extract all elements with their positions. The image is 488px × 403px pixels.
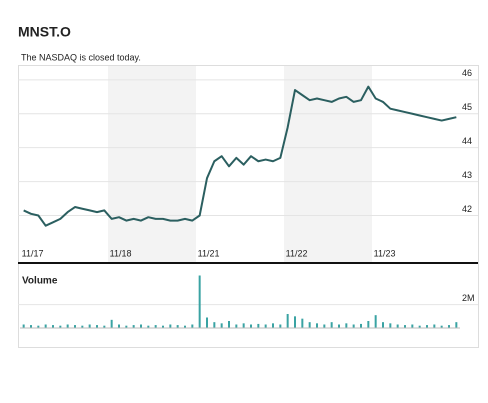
volume-bar bbox=[37, 325, 40, 328]
volume-bar bbox=[404, 325, 406, 328]
volume-bar bbox=[396, 324, 399, 328]
volume-bar bbox=[213, 322, 216, 328]
volume-bar bbox=[352, 324, 355, 328]
x-tick-label: 11/18 bbox=[110, 248, 132, 258]
volume-bar bbox=[52, 325, 54, 328]
volume-bar bbox=[96, 325, 98, 328]
volume-bar bbox=[228, 321, 230, 328]
volume-bar bbox=[103, 325, 106, 328]
x-tick-label: 11/21 bbox=[198, 248, 220, 258]
volume-bar bbox=[81, 325, 84, 328]
volume-bar bbox=[455, 322, 458, 328]
y-tick-label: 44 bbox=[462, 136, 472, 146]
volume-bar bbox=[250, 324, 252, 328]
volume-bar bbox=[264, 324, 267, 328]
volume-bar bbox=[338, 324, 340, 328]
volume-bar bbox=[411, 324, 414, 328]
volume-bar bbox=[440, 325, 443, 328]
day-band bbox=[108, 66, 196, 262]
volume-bar bbox=[279, 324, 282, 328]
x-tick-label: 11/17 bbox=[22, 248, 44, 258]
volume-bar bbox=[242, 323, 245, 328]
volume-bar bbox=[140, 324, 142, 328]
volume-bar bbox=[184, 325, 186, 328]
volume-bar bbox=[66, 324, 69, 328]
volume-bar bbox=[59, 325, 62, 328]
volume-bar bbox=[169, 324, 172, 328]
y-tick-label: 2M bbox=[462, 293, 475, 303]
y-tick-label: 46 bbox=[462, 68, 472, 78]
volume-title: Volume bbox=[22, 276, 58, 287]
x-tick-label: 11/23 bbox=[374, 248, 396, 258]
ticker-title: MNST.O bbox=[18, 24, 71, 40]
volume-bar bbox=[389, 323, 392, 328]
volume-bar bbox=[433, 324, 436, 328]
volume-bar bbox=[360, 323, 362, 328]
volume-bar bbox=[301, 318, 304, 328]
volume-bar bbox=[426, 325, 428, 328]
day-band bbox=[284, 66, 372, 262]
y-tick-label: 45 bbox=[462, 102, 472, 112]
volume-bar bbox=[374, 315, 377, 328]
volume-bar bbox=[235, 324, 238, 328]
volume-bar bbox=[308, 322, 311, 328]
volume-bar bbox=[154, 325, 157, 328]
volume-bar bbox=[74, 325, 76, 328]
volume-bar bbox=[30, 325, 32, 328]
volume-bar bbox=[198, 275, 201, 328]
volume-bar bbox=[316, 323, 318, 328]
price-line bbox=[23, 85, 457, 227]
volume-bar bbox=[206, 317, 208, 328]
volume-bar bbox=[132, 325, 135, 328]
chart-frame bbox=[18, 65, 479, 348]
volume-bar bbox=[44, 324, 47, 328]
volume-bar bbox=[294, 316, 296, 328]
x-tick-label: 11/22 bbox=[286, 248, 308, 258]
volume-bar bbox=[330, 322, 333, 328]
y-tick-label: 43 bbox=[462, 170, 472, 180]
volume-bar bbox=[125, 325, 128, 328]
volume-bar bbox=[286, 314, 289, 328]
volume-bar bbox=[220, 323, 223, 328]
volume-bar bbox=[323, 324, 326, 328]
volume-bar bbox=[110, 319, 113, 328]
y-tick-label: 42 bbox=[462, 204, 472, 214]
volume-bar bbox=[162, 325, 164, 328]
volume-bar bbox=[118, 324, 120, 328]
volume-bar bbox=[191, 324, 194, 328]
volume-bar bbox=[272, 323, 274, 328]
market-notice: The NASDAQ is closed today. bbox=[21, 52, 141, 62]
volume-bar bbox=[448, 325, 450, 328]
volume-bar bbox=[147, 325, 150, 328]
volume-bar bbox=[345, 323, 348, 328]
volume-bar bbox=[176, 325, 179, 328]
volume-bar bbox=[88, 324, 91, 328]
volume-bar bbox=[382, 322, 384, 328]
volume-bar bbox=[418, 325, 421, 328]
volume-bar bbox=[367, 321, 370, 328]
volume-bar bbox=[257, 323, 260, 328]
volume-bar bbox=[22, 324, 25, 328]
